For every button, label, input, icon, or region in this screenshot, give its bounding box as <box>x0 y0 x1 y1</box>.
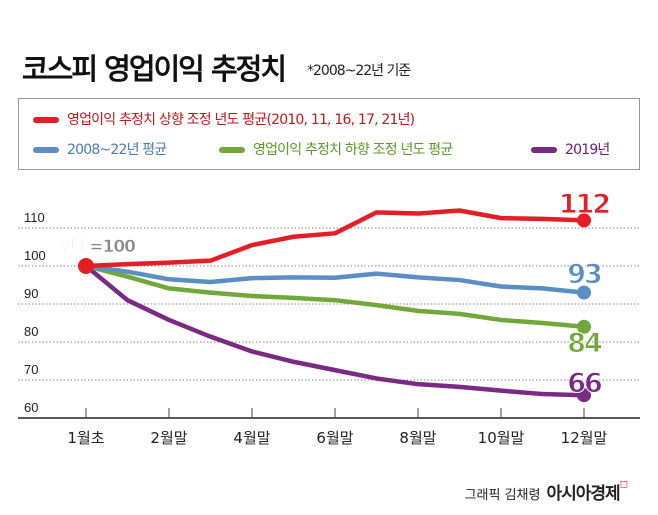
end-point <box>577 319 591 334</box>
end-value-label: 66 <box>567 368 602 399</box>
legend-swatch <box>33 117 59 123</box>
legend: 영업이익 추정치 상향 조정 년도 평균(2010, 11, 16, 17, 2… <box>18 98 640 170</box>
y-tick-label: 90 <box>24 286 38 301</box>
legend-label: 2019년 <box>565 142 610 158</box>
series-line <box>85 263 585 330</box>
end-point <box>577 388 591 403</box>
series-line <box>85 208 585 269</box>
brand-logo: 아시아경제 <box>546 484 620 504</box>
legend-label: 2008~22년 평균 <box>67 142 167 158</box>
legend-item-down: 영업이익 추정치 하향 조정 년도 평균 <box>219 139 453 159</box>
brand-mark-icon: ◻ <box>619 479 628 490</box>
chart-subtitle: *2008~22년 기준 <box>307 63 411 79</box>
legend-swatch <box>33 147 59 153</box>
legend-item-up: 영업이익 추정치 상향 조정 년도 평균(2010, 11, 16, 17, 2… <box>33 109 415 129</box>
y-tick-label: 60 <box>24 400 38 415</box>
x-tick-label: 8월말 <box>399 429 436 447</box>
y-tick-label: 110 <box>24 210 45 225</box>
start-annotation: 연초=100 <box>60 237 136 257</box>
legend-swatch <box>531 147 557 153</box>
legend-label: 영업이익 추정치 하향 조정 년도 평균 <box>253 142 453 158</box>
series-line <box>84 264 585 398</box>
end-value-label: 84 <box>567 328 602 359</box>
end-point <box>577 285 591 300</box>
legend-item-2019: 2019년 <box>531 139 610 159</box>
y-tick-label: 100 <box>24 248 46 263</box>
footer: 그래픽 김채령 아시아경제◻ <box>465 479 628 504</box>
chart-title: 코스피 영업이익 추정치 <box>22 52 287 86</box>
x-tick-label: 10월말 <box>478 429 525 447</box>
start-point <box>78 258 94 274</box>
legend-label: 영업이익 추정치 상향 조정 년도 평균(2010, 11, 16, 17, 2… <box>67 112 415 128</box>
legend-swatch <box>219 147 245 153</box>
legend-item-avg: 2008~22년 평균 <box>33 139 167 159</box>
end-point <box>577 213 591 228</box>
x-tick-label: 4월말 <box>233 429 270 447</box>
graphic-credit: 그래픽 김채령 <box>464 488 541 503</box>
y-tick-label: 80 <box>24 324 38 339</box>
x-tick-label: 1월초 <box>67 429 104 447</box>
x-tick-label: 12월말 <box>561 429 608 447</box>
end-value-label: 93 <box>567 259 601 290</box>
y-tick-label: 70 <box>24 362 38 377</box>
series-line <box>85 263 585 295</box>
end-value-label: 112 <box>559 189 610 220</box>
x-tick-label: 2월말 <box>150 429 187 447</box>
x-tick-label: 6월말 <box>316 429 353 447</box>
